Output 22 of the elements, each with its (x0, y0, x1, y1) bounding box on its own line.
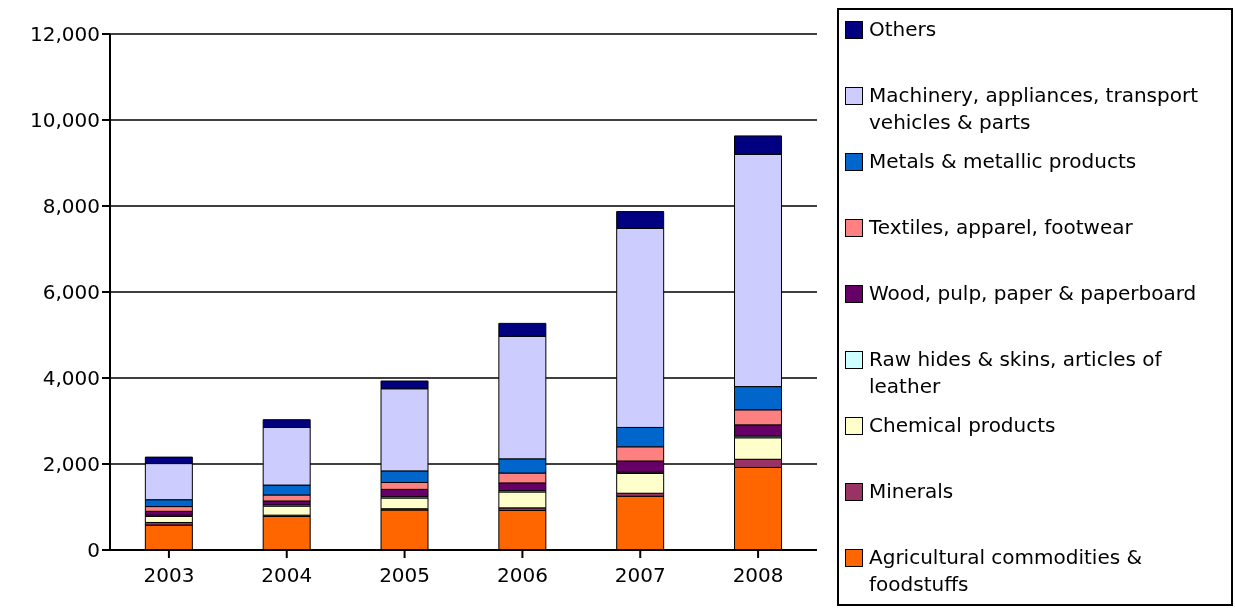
y-tick-label: 4,000 (42, 366, 100, 391)
legend-label: Others (869, 16, 937, 43)
x-tick-label: 2003 (143, 563, 195, 588)
x-tick-label: 2005 (379, 563, 431, 588)
x-tick-label: 2007 (614, 563, 666, 588)
legend-label: Chemical products (869, 412, 1056, 439)
legend-label: Textiles, apparel, footwear (869, 214, 1133, 241)
legend-label: Metals & metallic products (869, 148, 1137, 175)
legend-label: Raw hides & skins, articles of leather (869, 346, 1163, 400)
y-tick-label: 8,000 (42, 194, 100, 219)
y-tick-label: 12,000 (30, 22, 100, 47)
y-tick-label: 10,000 (30, 108, 100, 133)
y-tick-label: 0 (87, 538, 100, 563)
x-tick-label: 2008 (732, 563, 784, 588)
y-tick-label: 2,000 (42, 452, 100, 477)
legend-label: Machinery, appliances, transport vehicles & parts (869, 82, 1200, 136)
legend-label: Wood, pulp, paper & paperboard (869, 280, 1197, 307)
y-tick-label: 6,000 (42, 280, 100, 305)
legend-label: Agricultural commodities & foodstuffs (869, 544, 1144, 598)
x-tick-label: 2004 (261, 563, 313, 588)
x-tick-label: 2006 (496, 563, 548, 588)
legend-label: Minerals (869, 478, 954, 505)
